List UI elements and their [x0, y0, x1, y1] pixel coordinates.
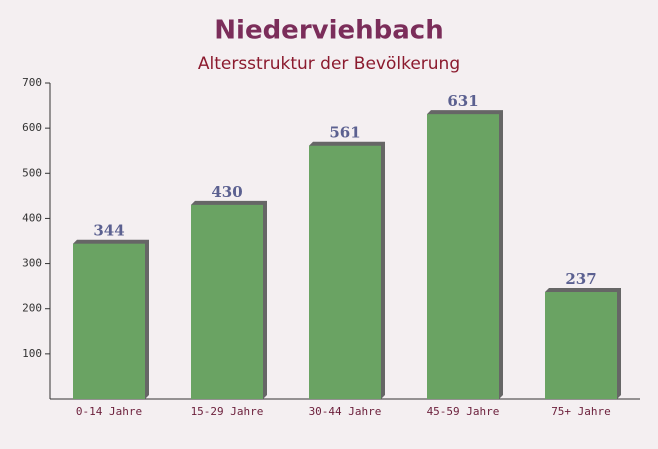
- x-tick-label: 75+ Jahre: [551, 405, 611, 418]
- bar: [427, 114, 499, 400]
- x-tick-label: 30-44 Jahre: [309, 405, 382, 418]
- x-tick-label: 45-59 Jahre: [427, 405, 500, 418]
- x-tick-label: 0-14 Jahre: [76, 405, 142, 418]
- chart-title: Niederviehbach: [214, 16, 443, 46]
- value-label: 631: [447, 92, 478, 110]
- chart-subtitle: Altersstruktur der Bevölkerung: [198, 54, 460, 74]
- x-tick-label: 15-29 Jahre: [191, 405, 264, 418]
- y-tick-label: 400: [22, 211, 42, 224]
- bar: [309, 145, 381, 399]
- bar: [545, 292, 617, 399]
- value-label: 237: [565, 270, 596, 288]
- y-tick-label: 500: [22, 166, 42, 179]
- value-label: 561: [329, 124, 360, 142]
- y-tick-label: 300: [22, 257, 42, 270]
- bar: [191, 204, 263, 399]
- value-label: 344: [93, 222, 124, 240]
- y-tick-label: 600: [22, 121, 42, 134]
- value-label: 430: [211, 183, 242, 201]
- y-tick-label: 200: [22, 302, 42, 315]
- y-tick-label: 700: [22, 76, 42, 89]
- y-tick-label: 100: [22, 347, 42, 360]
- bar: [73, 243, 145, 399]
